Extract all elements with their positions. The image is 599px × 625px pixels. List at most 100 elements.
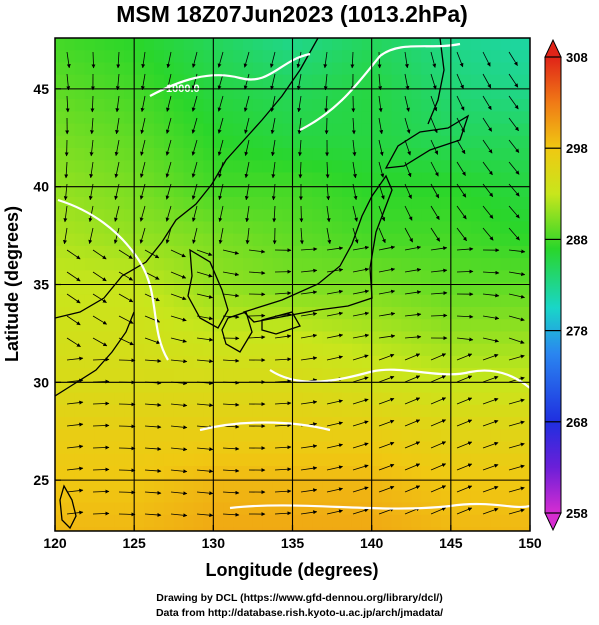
heatmap-cell (203, 209, 214, 222)
heatmap-cell (450, 197, 462, 210)
heatmap-cell (134, 343, 145, 357)
heatmap-cell (252, 197, 264, 210)
heatmap-cell (500, 319, 511, 332)
heatmap-cell (173, 380, 185, 394)
heatmap-cell (401, 404, 412, 418)
heatmap-cell (74, 221, 86, 235)
heatmap-cell (104, 123, 115, 137)
heatmap-cell (470, 62, 482, 76)
heatmap-cell (193, 282, 204, 296)
heatmap-cell (84, 62, 96, 76)
heatmap-cell (381, 527, 393, 531)
heatmap-cell (450, 172, 462, 186)
streamline-arrow (244, 161, 250, 179)
heatmap-cell (144, 331, 155, 345)
plot-area: 1000.0 (55, 38, 530, 531)
heatmap-cell (114, 514, 125, 528)
heatmap-cell (262, 172, 274, 186)
heatmap-cell (124, 319, 135, 332)
heatmap-cell (470, 38, 482, 51)
heatmap-cell (411, 527, 422, 531)
heatmap-cell (243, 490, 254, 504)
heatmap-cell (312, 490, 323, 504)
x-tick-label: 135 (281, 535, 305, 551)
heatmap-cell (332, 38, 343, 51)
heatmap-cell (371, 160, 383, 174)
heatmap-cell (510, 282, 521, 296)
heatmap-cell (361, 221, 373, 235)
streamline-arrow (404, 227, 413, 243)
streamline-arrow (170, 403, 188, 408)
streamline-arrow (326, 311, 344, 317)
heatmap-cell (173, 111, 185, 125)
heatmap-cell (114, 86, 125, 100)
heatmap-cell (124, 258, 135, 271)
heatmap-cell (272, 245, 284, 259)
heatmap-cell (421, 453, 432, 467)
heatmap-cell (381, 148, 393, 161)
heatmap-cell (421, 221, 432, 235)
heatmap-cell (94, 490, 106, 504)
streamline-arrow (274, 357, 292, 362)
heatmap-cell (233, 184, 244, 198)
heatmap-cell (173, 160, 185, 174)
heatmap-cell (480, 74, 491, 88)
heatmap-cell (411, 490, 422, 504)
heatmap-cell (450, 86, 462, 100)
heatmap-cell (213, 270, 224, 284)
streamline-arrow (404, 463, 421, 471)
streamline-arrow (118, 315, 134, 324)
heatmap-cell (460, 355, 472, 369)
heatmap-cell (470, 368, 482, 381)
heatmap-cell (342, 502, 353, 516)
streamline-arrow (508, 508, 525, 515)
heatmap-cell (342, 209, 353, 222)
heatmap-cell (460, 221, 472, 235)
heatmap-cell (252, 331, 264, 345)
heatmap-cell (292, 466, 303, 479)
heatmap-cell (342, 319, 353, 332)
heatmap-cell (322, 135, 333, 149)
heatmap-cell (124, 50, 135, 63)
heatmap-cell (292, 258, 303, 271)
heatmap-cell (144, 527, 155, 531)
streamline-arrow (299, 227, 304, 245)
heatmap-cell (490, 135, 501, 149)
streamline-arrow (378, 397, 395, 405)
heatmap-cell (332, 331, 343, 345)
heatmap-cell (213, 111, 224, 125)
heatmap-cell (124, 135, 135, 149)
heatmap-cell (84, 404, 96, 418)
streamline-arrow (508, 271, 526, 277)
heatmap-cell (74, 172, 86, 186)
heatmap-cell (450, 74, 462, 88)
heatmap-cell (302, 245, 313, 259)
streamline-arrow (170, 293, 187, 301)
heatmap-cell (104, 160, 115, 174)
heatmap-cell (144, 111, 155, 125)
streamline-arrow (352, 508, 369, 515)
heatmap-cell (351, 258, 363, 271)
heatmap-cell (421, 429, 432, 443)
streamline-arrow (456, 95, 465, 111)
heatmap-cell (322, 86, 333, 100)
heatmap-cell (193, 417, 204, 430)
heatmap-cell (213, 429, 224, 443)
heatmap-cell (450, 453, 462, 467)
heatmap-cell (203, 527, 214, 531)
heatmap-cell (154, 209, 165, 222)
streamline-arrow (191, 139, 198, 156)
heatmap-cell (302, 368, 313, 381)
heatmap-cell (391, 490, 402, 504)
heatmap-cell (55, 331, 66, 345)
heatmap-cell (440, 160, 452, 174)
heatmap-cell (431, 343, 442, 357)
heatmap-cell (144, 233, 155, 247)
heatmap-cell (104, 527, 115, 531)
heatmap-cell (55, 380, 66, 394)
heatmap-cell (500, 453, 511, 467)
streamline-arrow (404, 267, 422, 273)
heatmap-cell (84, 258, 96, 271)
heatmap-cell (203, 111, 214, 125)
